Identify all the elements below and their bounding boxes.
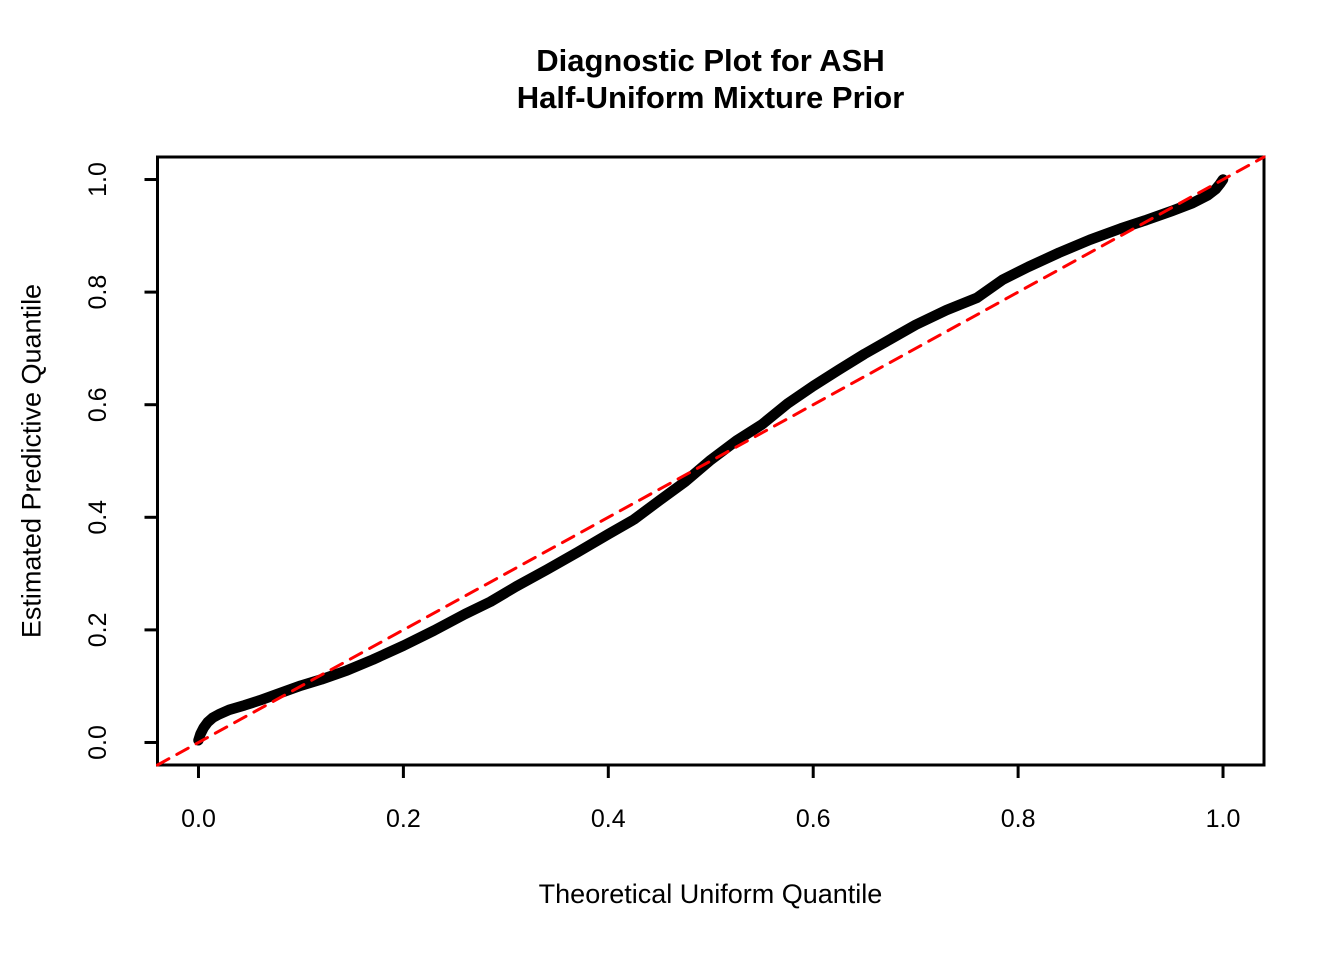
x-tick-label: 0.2 xyxy=(386,805,421,833)
x-tick-label: 1.0 xyxy=(1206,805,1241,833)
estimated-vs-theoretical-quantile-curve xyxy=(193,174,1229,746)
x-tick-label: 0.4 xyxy=(591,805,626,833)
x-tick-label: 0.6 xyxy=(796,805,831,833)
y-tick-label: 0.0 xyxy=(84,725,112,760)
y-tick-label: 0.4 xyxy=(84,500,112,535)
plot-border xyxy=(156,155,1266,767)
y-tick-label: 0.2 xyxy=(84,613,112,648)
x-axis-title: Theoretical Uniform Quantile xyxy=(538,879,883,909)
y-tick-label: 1.0 xyxy=(84,162,112,197)
plot-title: Diagnostic Plot for ASH Half-Uniform Mix… xyxy=(157,42,1264,116)
x-tick-label: 0.8 xyxy=(1001,805,1036,833)
y-tick-label: 0.6 xyxy=(84,387,112,422)
plot-title-line1: Diagnostic Plot for ASH xyxy=(536,43,885,78)
plot-title-line2: Half-Uniform Mixture Prior xyxy=(516,80,905,115)
y-equals-x-reference-line xyxy=(156,155,1266,767)
x-tick-label: 0.0 xyxy=(181,805,216,833)
y-tick-label: 0.8 xyxy=(84,275,112,310)
